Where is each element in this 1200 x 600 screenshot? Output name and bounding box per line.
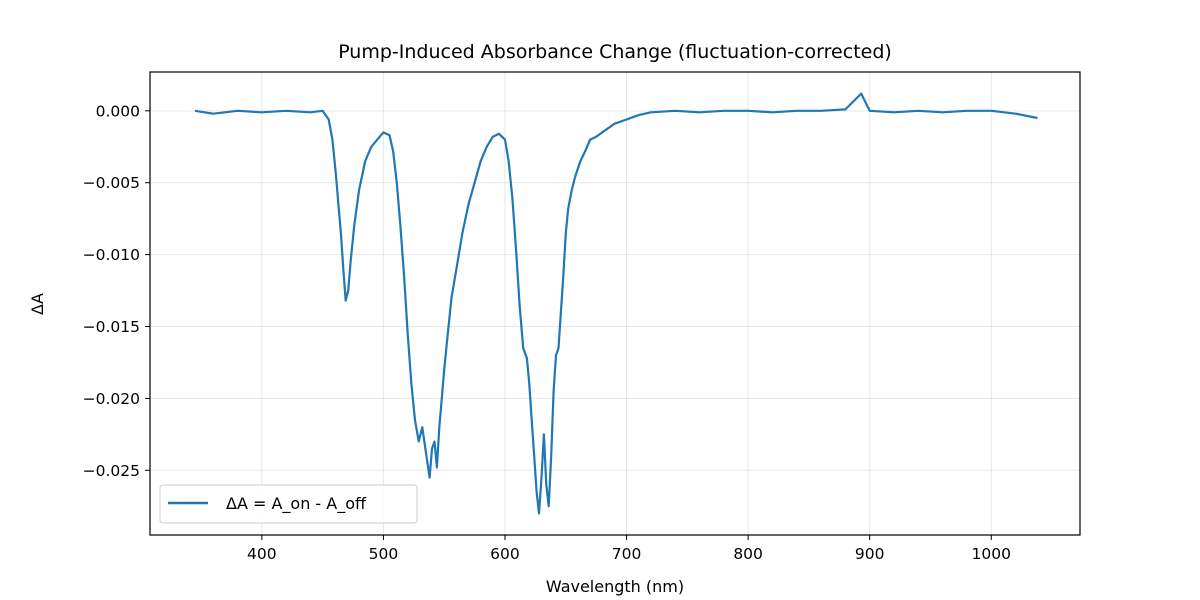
x-tick-label: 700 bbox=[612, 545, 642, 563]
y-tick-label: −0.015 bbox=[83, 318, 140, 336]
x-tick-label: 800 bbox=[733, 545, 763, 563]
y-tick-label: −0.005 bbox=[83, 174, 140, 192]
plot-frame bbox=[149, 71, 1081, 536]
y-tick-label: −0.025 bbox=[83, 462, 140, 480]
y-tick-label: −0.020 bbox=[83, 390, 140, 408]
x-tick-label: 600 bbox=[490, 545, 520, 563]
y-axis-label: ΔA bbox=[28, 293, 47, 315]
y-axis: 0.000 −0.005 −0.010 −0.015 −0.020 −0.025 bbox=[83, 102, 150, 480]
y-tick-label: 0.000 bbox=[96, 102, 140, 120]
legend: ΔA = A_on - A_off bbox=[159, 484, 418, 524]
legend-label: ΔA = A_on - A_off bbox=[226, 494, 367, 514]
grid bbox=[150, 72, 1080, 535]
x-axis-label: Wavelength (nm) bbox=[546, 577, 684, 596]
chart-title: Pump-Induced Absorbance Change (fluctuat… bbox=[338, 41, 892, 63]
x-axis: 400 500 600 700 800 900 1000 bbox=[247, 535, 1011, 563]
x-tick-label: 400 bbox=[247, 545, 277, 563]
x-tick-label: 900 bbox=[855, 545, 885, 563]
series-line bbox=[194, 92, 1038, 515]
legend-box bbox=[159, 484, 418, 524]
plot-area bbox=[194, 92, 1038, 515]
y-tick-label: −0.010 bbox=[83, 246, 140, 264]
x-tick-label: 1000 bbox=[972, 545, 1011, 563]
x-tick-label: 500 bbox=[369, 545, 399, 563]
